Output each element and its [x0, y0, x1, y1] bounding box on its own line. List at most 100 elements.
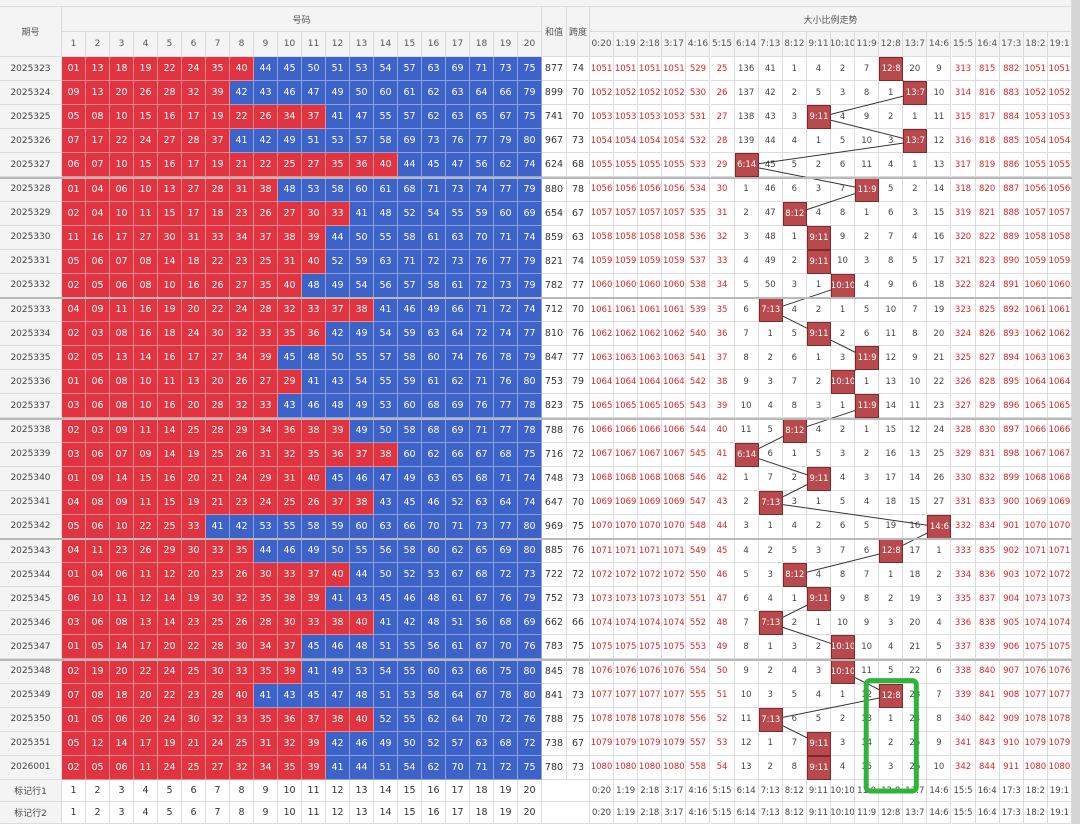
trend-omission: 317 — [951, 153, 976, 178]
trend-omission: 10 — [879, 298, 904, 323]
span-cell: 78 — [567, 177, 590, 202]
number-cell: 46 — [326, 635, 350, 660]
number-cell: 77 — [494, 249, 518, 274]
number-cell: 18 — [158, 322, 182, 347]
trend-omission: 1052 — [638, 81, 663, 106]
issue-cell: 2025351 — [0, 731, 62, 756]
number-cell: 51 — [374, 635, 398, 660]
footer-trend: 14:6 — [927, 802, 952, 824]
number-cell: 26 — [206, 273, 230, 298]
number-cell: 73 — [470, 514, 494, 539]
number-cell: 50 — [374, 563, 398, 588]
issue-cell: 2025338 — [0, 418, 62, 443]
number-cell: 31 — [230, 177, 254, 202]
number-cell: 71 — [494, 466, 518, 491]
number-cell: 13 — [86, 57, 110, 82]
number-cell: 38 — [374, 442, 398, 467]
trend-omission: 1056 — [638, 177, 663, 202]
trend-omission: 18 — [903, 563, 928, 588]
footer-number: 13 — [350, 780, 374, 802]
number-cell: 55 — [374, 105, 398, 130]
number-cell: 32 — [230, 755, 254, 780]
sum-cell: 788 — [542, 418, 567, 443]
number-cell: 04 — [86, 563, 110, 588]
number-cell: 25 — [254, 249, 278, 274]
number-cell: 46 — [278, 81, 302, 106]
trend-omission: 1053 — [590, 105, 615, 130]
number-cell: 62 — [422, 81, 446, 106]
number-cell: 09 — [86, 466, 110, 491]
number-cell: 51 — [374, 755, 398, 780]
number-cell: 21 — [206, 490, 230, 515]
trend-header: 大小比例走势 — [590, 7, 1072, 32]
number-cell: 64 — [446, 683, 470, 708]
number-cell: 34 — [230, 346, 254, 371]
number-cell: 74 — [518, 225, 542, 250]
number-cell: 26 — [302, 490, 326, 515]
number-cell: 76 — [494, 370, 518, 395]
trend-omission: 341 — [951, 731, 976, 756]
group-separator — [0, 538, 1072, 540]
footer-blank — [542, 802, 590, 824]
number-cell: 45 — [374, 587, 398, 612]
trend-omission: 903 — [999, 563, 1024, 588]
trend-omission: 2 — [758, 755, 783, 780]
number-cell: 76 — [470, 394, 494, 419]
trend-omission: 533 — [686, 153, 711, 178]
number-cell: 10 — [158, 273, 182, 298]
number-cell: 41 — [326, 587, 350, 612]
trend-omission: 898 — [999, 442, 1024, 467]
number-cell: 75 — [518, 105, 542, 130]
trend-omission: 11 — [879, 322, 904, 347]
trend-omission: 1075 — [1023, 635, 1048, 660]
number-cell: 31 — [278, 249, 302, 274]
number-cell: 70 — [446, 755, 470, 780]
trend-omission: 11 — [855, 659, 880, 684]
sum-cell: 859 — [542, 225, 567, 250]
number-cell: 27 — [182, 177, 206, 202]
trend-omission: 4 — [782, 298, 807, 323]
trend-omission: 1 — [782, 57, 807, 82]
trend-omission: 2 — [782, 611, 807, 636]
number-cell: 72 — [518, 731, 542, 756]
number-cell: 73 — [518, 563, 542, 588]
trend-omission: 1064 — [1023, 370, 1048, 395]
trend-omission: 546 — [686, 466, 711, 491]
number-col-header: 5 — [158, 32, 182, 57]
span-cell: 76 — [567, 539, 590, 564]
number-cell: 46 — [278, 539, 302, 564]
number-cell: 32 — [230, 587, 254, 612]
trend-omission: 1062 — [1047, 322, 1072, 347]
trend-omission: 3 — [879, 755, 904, 780]
issue-header: 期号 — [0, 7, 62, 57]
trend-omission: 548 — [686, 514, 711, 539]
trend-hit: 10:10 — [831, 635, 856, 660]
number-cell: 20 — [158, 635, 182, 660]
trend-omission: 331 — [951, 490, 976, 515]
sum-cell: 847 — [542, 346, 567, 371]
trend-hit: 8:12 — [782, 201, 807, 226]
trend-omission: 340 — [951, 707, 976, 732]
footer-trend: 14:6 — [927, 780, 952, 802]
footer-number: 9 — [254, 780, 278, 802]
trend-omission: 888 — [999, 201, 1024, 226]
trend-hit: 13:7 — [903, 81, 928, 106]
number-cell: 71 — [470, 755, 494, 780]
span-cell: 66 — [567, 611, 590, 636]
number-cell: 34 — [230, 225, 254, 250]
trend-omission: 4 — [758, 394, 783, 419]
number-cell: 65 — [446, 466, 470, 491]
trend-omission: 901 — [999, 514, 1024, 539]
trend-omission: 332 — [951, 514, 976, 539]
number-cell: 02 — [62, 418, 86, 443]
number-cell: 03 — [62, 611, 86, 636]
number-cell: 05 — [86, 707, 110, 732]
trend-omission: 42 — [758, 81, 783, 106]
trend-hit: 12:8 — [879, 683, 904, 708]
trend-omission: 3 — [806, 659, 831, 684]
number-cell: 14 — [110, 466, 134, 491]
number-cell: 09 — [110, 418, 134, 443]
trend-col-header: 11:9 — [855, 32, 880, 57]
trend-omission: 3 — [758, 683, 783, 708]
number-cell: 40 — [278, 273, 302, 298]
